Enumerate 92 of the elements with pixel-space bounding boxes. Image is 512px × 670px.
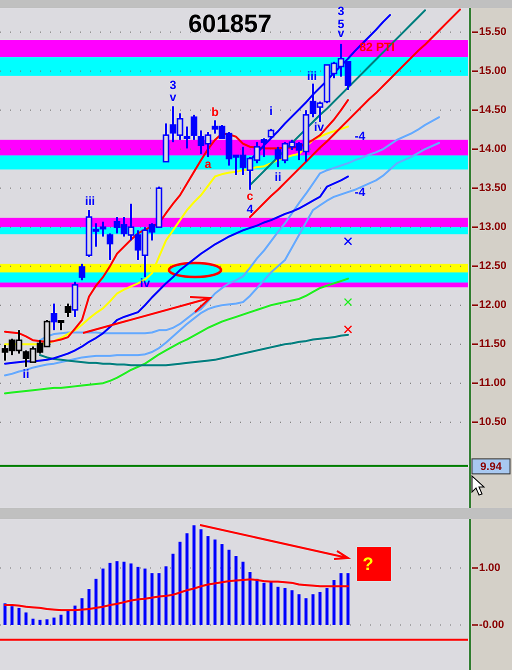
bar: [178, 542, 182, 625]
candlestick: [260, 137, 268, 158]
bar: [46, 619, 48, 625]
annotation: i: [269, 104, 273, 118]
candlestick: [190, 114, 198, 141]
bar: [262, 582, 266, 625]
bar: [164, 566, 168, 625]
annotation: -4: [354, 185, 366, 200]
bar: [228, 550, 230, 625]
annotation: 3: [338, 4, 345, 18]
candlestick: [50, 302, 58, 332]
candlestick: [64, 302, 72, 318]
bar: [192, 525, 196, 625]
bar: [102, 568, 104, 625]
annotation: c: [246, 189, 254, 204]
y-tick-label: 13.00: [479, 221, 507, 234]
y-tick-label: 10.50: [479, 416, 507, 428]
bar: [248, 572, 252, 625]
bar: [88, 589, 90, 625]
bar: [312, 594, 314, 625]
annotation: 4: [246, 202, 254, 216]
bar: [94, 578, 98, 625]
bar: [256, 578, 258, 625]
bar: [10, 606, 14, 625]
line-series: [4, 278, 349, 394]
bar: [116, 561, 118, 625]
candlestick: [106, 232, 114, 261]
annotation: ii: [22, 367, 30, 382]
candlestick: [268, 128, 274, 140]
bar: [318, 592, 322, 625]
y-tick-label: 11.00: [479, 377, 506, 390]
annotation: ii: [274, 170, 282, 184]
annotation: b: [211, 105, 219, 120]
annotation: 3: [170, 78, 177, 92]
y-tick-label: 1.00: [479, 562, 500, 574]
candlestick: [184, 126, 190, 150]
annotation: iii: [84, 194, 96, 208]
bar: [136, 566, 140, 625]
chart-title: 601857: [188, 10, 272, 38]
bar: [332, 580, 336, 625]
bar: [144, 568, 146, 625]
bar: [24, 612, 28, 625]
y-tick-label: 14.50: [479, 104, 507, 116]
bar: [346, 573, 350, 625]
y-tick-label: 15.00: [479, 65, 507, 78]
bar: [220, 544, 224, 625]
bar: [4, 603, 6, 625]
bar: [32, 618, 34, 625]
bar: [214, 540, 216, 625]
y-tick-label: -0.00: [479, 618, 504, 631]
bar: [18, 608, 20, 625]
annotation: 5: [338, 17, 345, 32]
line-series: [39, 334, 349, 366]
bar: [284, 588, 286, 625]
candlestick: [58, 319, 64, 332]
bar: [38, 620, 42, 625]
bar: [326, 588, 328, 625]
bar: [304, 598, 308, 625]
bar: [242, 562, 244, 625]
bar: [298, 594, 300, 625]
bar: [122, 562, 126, 625]
bar: [340, 573, 342, 625]
bar: [270, 582, 272, 625]
bar: [130, 563, 132, 625]
y-tick-label: 13.50: [479, 182, 507, 194]
annotation: iv: [314, 120, 324, 134]
bar: [66, 610, 70, 625]
bar: [276, 586, 280, 625]
bar: [206, 536, 210, 625]
bar: [108, 562, 112, 625]
bar: [186, 533, 188, 625]
annotation: a: [204, 157, 212, 172]
bar: [80, 598, 84, 625]
y-tick-label: 14.00: [479, 143, 507, 156]
annotation: -4: [354, 129, 366, 144]
ref-line-label: 9.94: [480, 460, 503, 473]
y-tick-label: 12.00: [479, 299, 507, 312]
bar: [52, 618, 56, 625]
bar: [200, 529, 202, 625]
bar: [172, 554, 174, 625]
bar: [158, 573, 160, 625]
bar: [60, 614, 62, 625]
y-tick-label: 12.50: [479, 260, 507, 272]
annotation: v: [170, 90, 177, 104]
bar: [290, 590, 294, 625]
y-tick-label: 11.50: [479, 338, 506, 350]
line-series: [4, 578, 349, 612]
y-tick-label: 15.50: [479, 26, 507, 38]
bar: [150, 573, 154, 625]
annotation: ?: [362, 554, 374, 574]
bar: [234, 556, 238, 625]
candlestick: [78, 262, 86, 282]
